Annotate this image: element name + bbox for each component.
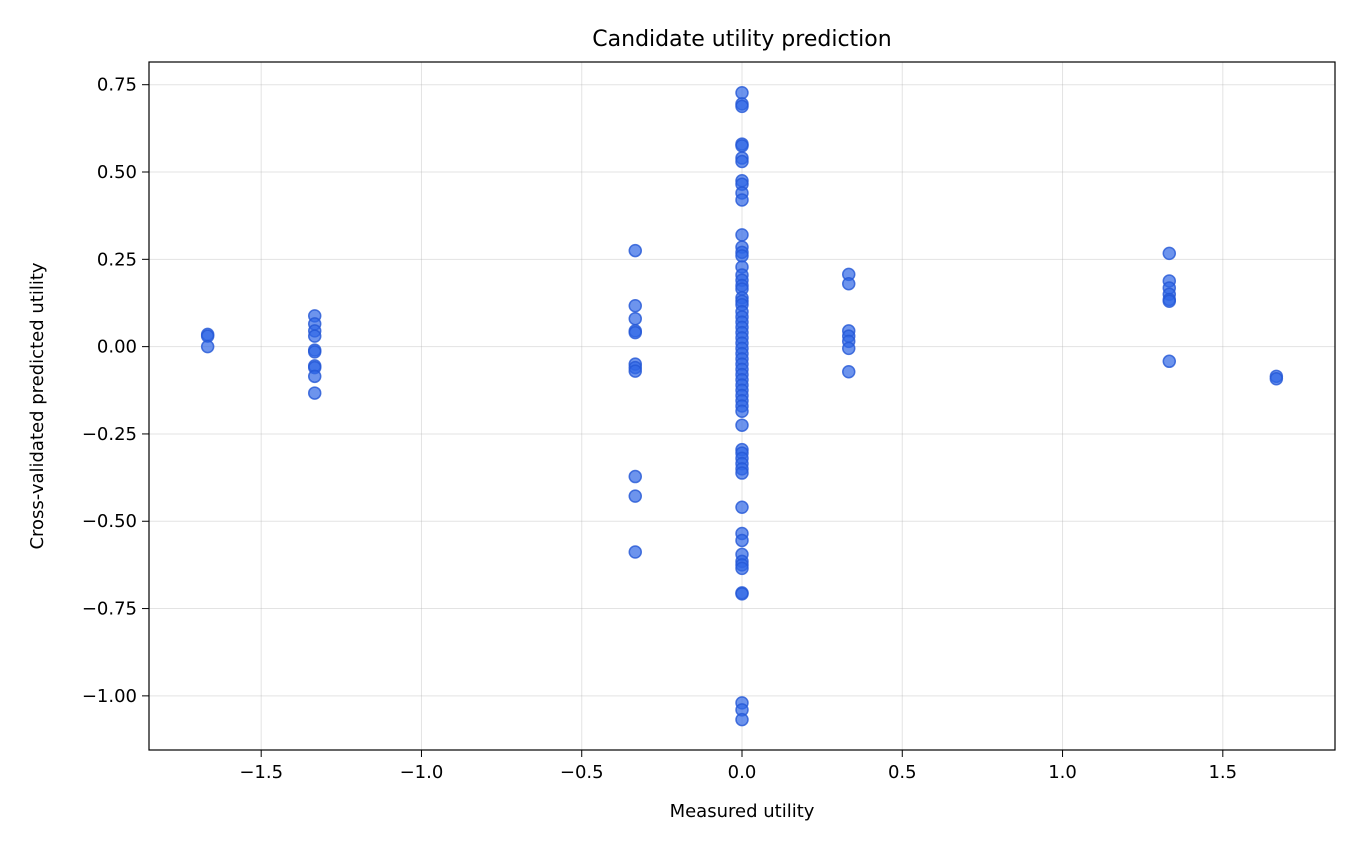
data-point — [841, 277, 856, 291]
data-point — [735, 587, 749, 601]
data-point — [841, 341, 856, 356]
x-tick-label: −1.5 — [239, 762, 283, 783]
data-point — [628, 311, 643, 326]
data-point — [628, 299, 643, 313]
y-tick-label: 0.00 — [97, 337, 137, 358]
y-tick-label: 0.50 — [97, 162, 137, 183]
data-point — [628, 325, 643, 340]
data-point — [735, 712, 749, 727]
grid — [149, 62, 1335, 750]
data-point — [628, 469, 643, 484]
data-point — [735, 139, 749, 153]
y-tick-label: −0.75 — [82, 599, 137, 620]
data-point — [735, 85, 749, 100]
data-point — [735, 404, 749, 418]
x-tick-label: 1.0 — [1048, 762, 1077, 783]
data-point — [307, 386, 322, 400]
data-point — [628, 489, 643, 503]
data-points — [200, 85, 1284, 727]
data-point — [1162, 246, 1177, 261]
data-point — [307, 369, 322, 384]
data-point — [735, 418, 749, 432]
data-point — [841, 365, 856, 379]
x-tick-label: 1.5 — [1208, 762, 1237, 783]
data-point — [628, 243, 643, 258]
x-axis-label: Measured utility — [670, 801, 815, 822]
data-point — [1162, 294, 1177, 308]
y-tick-label: −1.00 — [82, 686, 137, 707]
data-point — [735, 228, 749, 242]
data-point — [735, 500, 749, 515]
data-point — [735, 466, 749, 480]
chart-title: Candidate utility prediction — [592, 27, 891, 52]
data-point — [628, 545, 643, 559]
x-tick-label: 0.0 — [728, 762, 757, 783]
x-tick-label: 0.5 — [888, 762, 917, 783]
x-axis-ticks: −1.5 −1.0 −0.5 0.0 0.5 1.0 1.5 — [239, 750, 1237, 783]
x-tick-label: −1.0 — [400, 762, 444, 783]
x-tick-label: −0.5 — [560, 762, 604, 783]
y-tick-label: 0.25 — [97, 249, 137, 270]
data-point — [200, 339, 215, 354]
data-point — [735, 193, 749, 207]
data-point — [1162, 354, 1177, 369]
y-tick-label: 0.75 — [97, 75, 137, 96]
data-point — [735, 249, 749, 263]
data-point — [1269, 372, 1284, 386]
y-axis-ticks: 0.75 0.50 0.25 0.00 −0.25 −0.50 −0.75 −1.00 — [82, 75, 149, 707]
data-point — [735, 533, 749, 548]
data-point — [628, 364, 643, 378]
y-tick-label: −0.25 — [82, 424, 137, 445]
data-point — [307, 345, 322, 359]
data-point — [307, 329, 322, 343]
y-axis-label: Cross-validated predicted utility — [27, 262, 48, 549]
data-point — [735, 99, 749, 114]
data-point — [735, 561, 749, 576]
y-tick-label: −0.50 — [82, 511, 137, 532]
data-point — [735, 154, 749, 169]
